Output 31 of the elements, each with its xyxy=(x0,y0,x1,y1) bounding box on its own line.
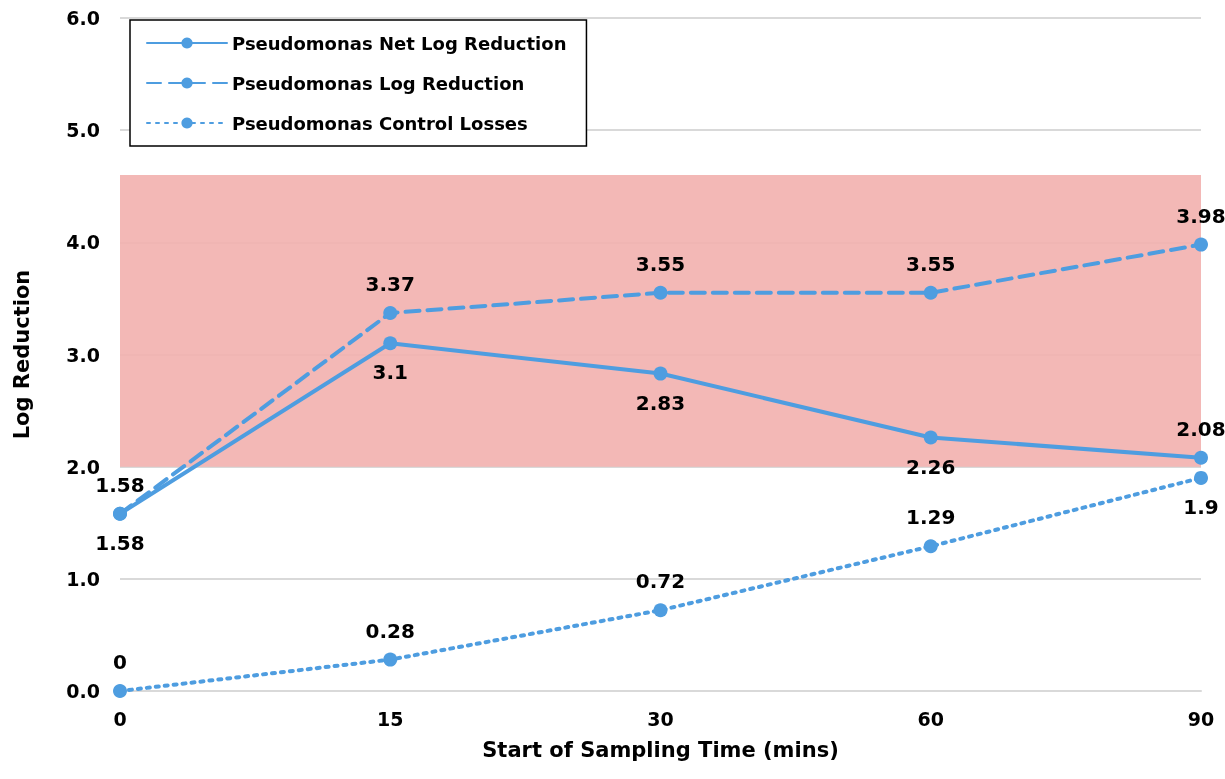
data-label: 3.55 xyxy=(635,251,686,276)
data-label: 3.1 xyxy=(372,360,408,385)
x-tick-label: 60 xyxy=(917,707,944,730)
legend-label: Pseudomonas Log Reduction xyxy=(232,72,525,94)
y-tick-label: 6.0 xyxy=(66,7,100,29)
y-tick-label: 5.0 xyxy=(66,119,100,142)
data-label: 1.9 xyxy=(1183,494,1219,519)
y-tick-label: 4.0 xyxy=(66,231,100,254)
x-tick-label: 15 xyxy=(377,707,404,730)
data-label: 0.28 xyxy=(365,618,415,643)
x-tick-label: 0 xyxy=(113,707,127,730)
y-axis-title: Log Reduction xyxy=(9,269,34,440)
y-tick-label: 3.0 xyxy=(66,343,100,366)
data-label: 0 xyxy=(113,650,127,674)
data-label: 0.72 xyxy=(635,569,686,594)
data-label: 1.58 xyxy=(95,530,145,555)
legend-label: Pseudomonas Control Losses xyxy=(232,112,528,134)
y-tick-label: 0.0 xyxy=(66,680,100,702)
x-tick-label: 30 xyxy=(647,707,674,730)
data-label: 2.26 xyxy=(906,454,956,479)
x-axis-title: Start of Sampling Time (mins) xyxy=(482,737,839,762)
data-label: 2.83 xyxy=(635,390,686,415)
legend-label: Pseudomonas Net Log Reduction xyxy=(232,32,567,54)
x-tick-label: 90 xyxy=(1187,707,1215,730)
data-label: 1.29 xyxy=(906,505,956,530)
data-label: 2.08 xyxy=(1176,416,1225,441)
data-label: 3.55 xyxy=(906,251,956,276)
data-label: 3.98 xyxy=(1176,203,1225,228)
y-tick-label: 1.0 xyxy=(66,567,100,590)
data-label: 3.37 xyxy=(365,272,415,296)
y-tick-label: 2.0 xyxy=(66,455,100,478)
